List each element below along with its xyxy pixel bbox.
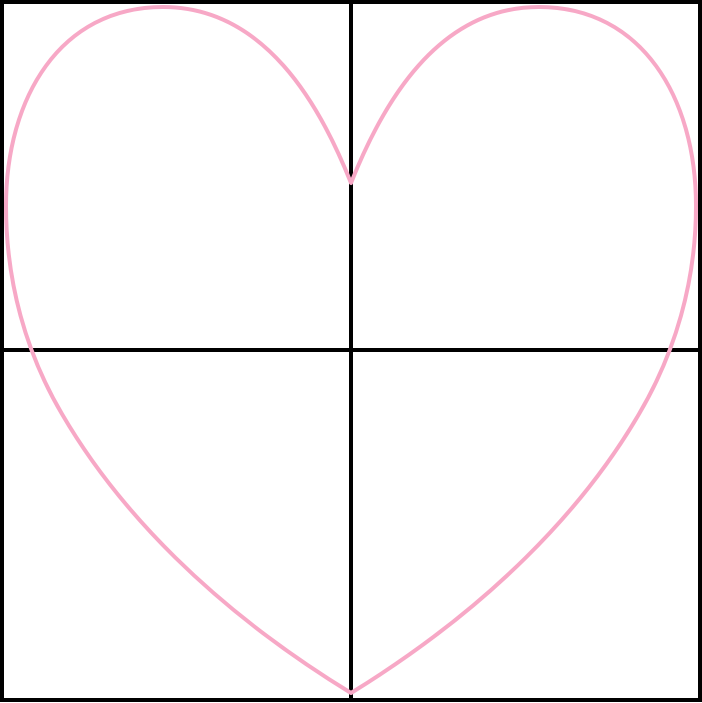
heart-outline [4, 5, 698, 695]
